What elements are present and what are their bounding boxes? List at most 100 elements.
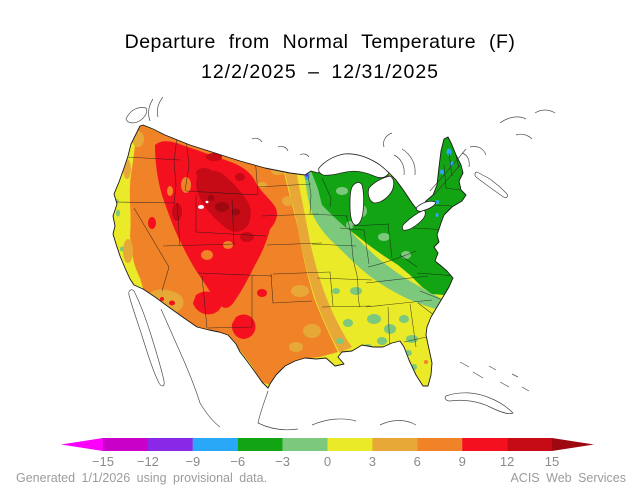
map-contour-shape bbox=[311, 243, 357, 247]
map-contour-shape bbox=[363, 229, 370, 265]
color-scale-legend: −15 −12 −9 −6 −3 0 3 6 9 12 15 bbox=[55, 433, 600, 473]
map-contour-shape: 12 bbox=[500, 454, 514, 469]
map-contour-shape bbox=[311, 418, 357, 426]
map-contour-shape bbox=[277, 146, 289, 152]
map-contour-shape bbox=[123, 239, 133, 263]
us-outline bbox=[112, 124, 467, 389]
map-contour-shape bbox=[201, 275, 208, 329]
map-contour-shape bbox=[448, 152, 453, 177]
legend-seg-3 bbox=[192, 438, 238, 451]
map-contour-shape bbox=[207, 276, 253, 329]
map-contour-shape bbox=[199, 402, 221, 428]
legend-arrow-right bbox=[552, 438, 594, 451]
map-contour-shape bbox=[197, 272, 273, 277]
map-contour-shape bbox=[521, 386, 530, 392]
map-contour-shape bbox=[176, 202, 181, 247]
legend-arrow-left bbox=[61, 438, 103, 451]
map-contour-shape bbox=[173, 137, 178, 204]
map-contour-shape bbox=[257, 183, 312, 188]
neighbor-coastlines bbox=[125, 96, 556, 431]
map-contour-shape bbox=[299, 153, 310, 158]
map-contour-shape bbox=[157, 96, 164, 118]
map-contour-shape bbox=[461, 152, 470, 168]
map-contour-shape bbox=[459, 361, 470, 368]
map-contour-shape: −6 bbox=[230, 454, 245, 469]
map-contour-shape bbox=[215, 202, 229, 212]
map-contour-shape: −9 bbox=[185, 454, 200, 469]
legend-seg-2 bbox=[147, 438, 193, 451]
map-contour-shape bbox=[120, 246, 124, 252]
map-contour-shape bbox=[429, 148, 467, 192]
map-contour-shape: 0 bbox=[324, 454, 331, 469]
map-contour-shape bbox=[332, 288, 340, 294]
map-contour-shape bbox=[201, 250, 213, 260]
map-contour-shape bbox=[346, 221, 354, 229]
map-contour-shape bbox=[440, 169, 444, 175]
map-contour-shape bbox=[339, 227, 365, 231]
map-contour-shape bbox=[343, 319, 353, 327]
map-contour-shape bbox=[399, 315, 409, 323]
map-contour-shape bbox=[261, 213, 319, 217]
generated-note: Generated 1/1/2026 using provisional dat… bbox=[16, 471, 268, 485]
legend-seg-6 bbox=[327, 438, 373, 451]
map-contour-shape bbox=[123, 159, 131, 179]
map-contour-shape bbox=[167, 186, 173, 196]
legend-seg-5 bbox=[282, 438, 328, 451]
map-contour-shape bbox=[289, 342, 303, 352]
map-contour-shape bbox=[367, 314, 381, 324]
title-date-range: 12/2/2025 – 12/31/2025 bbox=[200, 61, 440, 83]
contour-amber-plains-band bbox=[282, 163, 352, 353]
map-contour-shape: 9 bbox=[459, 454, 466, 469]
map-contour-shape bbox=[185, 190, 259, 196]
map-contour-shape bbox=[336, 187, 348, 195]
map-contour-shape bbox=[196, 168, 212, 178]
legend-seg-4 bbox=[237, 438, 283, 451]
contour-red-wtx bbox=[231, 314, 256, 339]
map-contour-shape bbox=[435, 213, 439, 217]
us-temperature-map bbox=[0, 95, 640, 435]
map-contour-shape bbox=[393, 154, 405, 176]
map-contour-shape bbox=[367, 250, 417, 268]
legend-seg-10 bbox=[507, 438, 553, 451]
contour-red-nm-south bbox=[193, 291, 222, 315]
lake-erie bbox=[401, 209, 426, 231]
map-contour-shape bbox=[345, 215, 361, 308]
map-contour-shape bbox=[257, 289, 267, 297]
map-contour-shape bbox=[433, 164, 461, 196]
map-contour-shape: −3 bbox=[275, 454, 290, 469]
map-contour-shape bbox=[387, 223, 393, 259]
map-contour-shape bbox=[148, 98, 154, 122]
map-contour-shape bbox=[444, 392, 514, 414]
map-contour-shape bbox=[291, 285, 309, 297]
map-contour-shape bbox=[351, 223, 390, 227]
lake-michigan bbox=[349, 182, 365, 226]
map-contour-shape bbox=[474, 171, 508, 198]
map-contour-shape bbox=[309, 213, 349, 217]
map-contour-shape bbox=[321, 305, 372, 308]
map-contour-shape bbox=[499, 116, 527, 124]
map-contour-shape bbox=[206, 153, 222, 161]
map-contour-shape bbox=[384, 324, 396, 334]
map-contour-shape bbox=[469, 146, 487, 156]
map-contour-shape bbox=[125, 107, 148, 124]
map-contour-shape bbox=[240, 232, 254, 242]
contour-base-yellow bbox=[113, 125, 466, 388]
map-contour-shape bbox=[272, 271, 331, 275]
map-contour-shape: 15 bbox=[545, 454, 559, 469]
map-contour-shape bbox=[172, 203, 182, 221]
lake-superior bbox=[318, 153, 390, 179]
map-contour-shape bbox=[184, 138, 190, 192]
map-contour-shape bbox=[251, 137, 263, 143]
map-contour-shape bbox=[223, 241, 233, 249]
map-contour-shape bbox=[365, 275, 429, 284]
map-contour-shape bbox=[446, 148, 452, 156]
map-contour-shape bbox=[133, 207, 170, 292]
map-contour-shape bbox=[257, 390, 299, 431]
map-contour-shape bbox=[450, 161, 454, 167]
map-contour-shape bbox=[248, 156, 262, 162]
legend-seg-9 bbox=[462, 438, 508, 451]
map-contour-shape bbox=[383, 132, 393, 148]
map-contour-shape bbox=[128, 289, 165, 387]
map-contour-shape bbox=[515, 133, 533, 140]
great-lakes bbox=[318, 153, 437, 231]
